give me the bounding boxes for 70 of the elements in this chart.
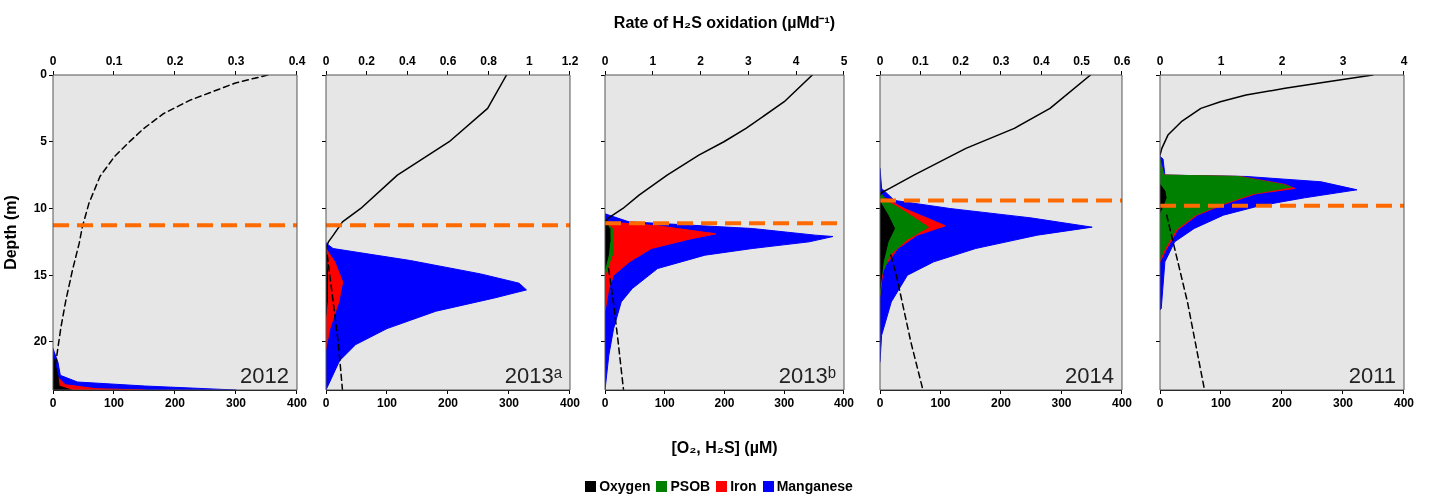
x-tick-label: 0 [876, 395, 884, 410]
y-tick-label: 5 [40, 134, 48, 149]
y-tick-label: 15 [33, 267, 48, 282]
x2-tick-label: 0.2 [166, 54, 184, 69]
x-tick-label: 0 [322, 395, 330, 410]
x2-tick-label: 0.6 [439, 54, 457, 69]
x2-tick-label: 0.2 [952, 54, 970, 69]
x2-tick-label: 1 [649, 54, 657, 69]
x-tick-label: 400 [286, 395, 308, 410]
x2-tick-label: 1.2 [561, 54, 579, 69]
x2-tick-label: 1 [525, 54, 533, 69]
x2-tick-label: 0.8 [480, 54, 498, 69]
x-tick-label: 200 [1271, 395, 1293, 410]
x2-tick-label: 0.5 [1073, 54, 1091, 69]
x2-tick-label: 1 [1217, 54, 1225, 69]
x-tick-label: 300 [225, 395, 247, 410]
annotation: 2013ᵃ [504, 363, 563, 389]
x-tick-label: 100 [930, 395, 951, 410]
legend-label: PSOB [669, 478, 711, 494]
y-axis-title: Depth (m) [2, 195, 20, 270]
y-tick-label: 0 [40, 67, 48, 82]
legend-label: Oxygen [598, 478, 651, 494]
x2-tick-label: 0 [1156, 54, 1164, 69]
x-tick-label: 300 [1051, 395, 1072, 410]
x2-tick-label: 3 [745, 54, 753, 69]
x-axis-title: [O₂, H₂S] (µM) [671, 438, 778, 456]
x-tick-label: 200 [714, 395, 735, 410]
legend-label: Iron [729, 478, 757, 494]
x-tick-label: 300 [774, 395, 795, 410]
x-tick-label: 400 [1393, 395, 1415, 410]
annotation: 2014 [1065, 363, 1114, 389]
y-tick-label: 10 [33, 200, 48, 215]
x-tick-label: 200 [164, 395, 186, 410]
x-tick-label: 100 [654, 395, 676, 410]
x2-tick-label: 4 [1400, 54, 1408, 69]
x-tick-label: 300 [498, 395, 520, 410]
x2-tick-label: 0.4 [1032, 54, 1050, 69]
x-tick-label: 400 [1111, 395, 1133, 410]
x2-tick-label: 3 [1339, 54, 1347, 69]
x2-tick-label: 0 [322, 54, 330, 69]
x-tick-label: 100 [103, 395, 125, 410]
x2-tick-label: 5 [840, 54, 848, 69]
x2-tick-label: 4 [792, 54, 800, 69]
annotation: 2013ᵇ [778, 363, 836, 389]
x2-tick-label: 0.4 [398, 54, 416, 69]
x2-tick-label: 0 [876, 54, 884, 69]
x2-tick-label: 0.4 [288, 54, 306, 69]
x-tick-label: 400 [559, 395, 581, 410]
x-tick-label: 200 [437, 395, 459, 410]
x-tick-label: 200 [990, 395, 1012, 410]
x-tick-label: 100 [376, 395, 398, 410]
x-tick-label: 400 [833, 395, 855, 410]
annotation: 2011 [1348, 363, 1396, 389]
x-tick-label: 100 [1210, 395, 1232, 410]
x2-tick-label: 0.2 [358, 54, 376, 69]
x2-tick-label: 0.1 [105, 54, 123, 69]
x-tick-label: 300 [1332, 395, 1354, 410]
x2-tick-label: 0.3 [227, 54, 245, 69]
x2-tick-label: 0 [601, 54, 609, 69]
x2-tick-label: 2 [697, 54, 705, 69]
x2-tick-label: 0.3 [992, 54, 1010, 69]
x2-tick-label: 0.1 [911, 54, 929, 69]
x2-tick-label: 2 [1278, 54, 1286, 69]
x2-tick-label: 0.6 [1113, 54, 1131, 69]
x-tick-label: 0 [601, 395, 609, 410]
x-tick-label: 0 [1156, 395, 1164, 410]
annotation: 2012 [240, 363, 289, 389]
x2-axis-title: Rate of H₂S oxidation (µMd⁻¹) [613, 14, 836, 32]
legend-label: Manganese [775, 478, 853, 494]
y-tick-label: 20 [33, 334, 48, 349]
